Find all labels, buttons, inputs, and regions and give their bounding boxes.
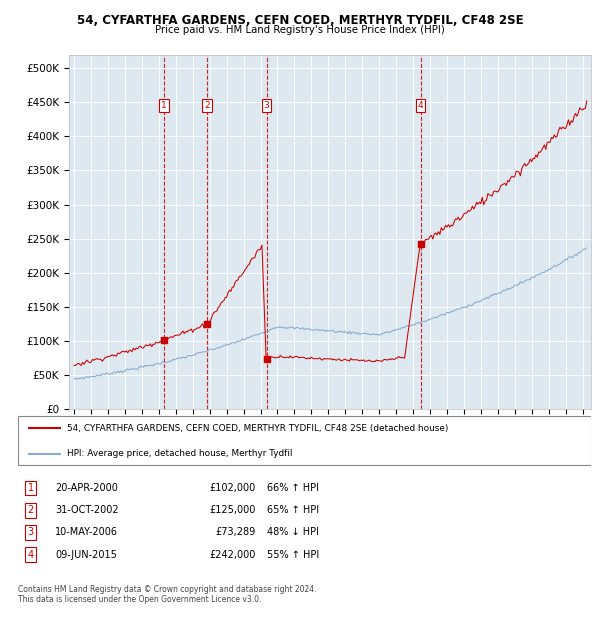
Text: 54, CYFARTHFA GARDENS, CEFN COED, MERTHYR TYDFIL, CF48 2SE: 54, CYFARTHFA GARDENS, CEFN COED, MERTHY… xyxy=(77,14,523,27)
Text: 3: 3 xyxy=(264,101,269,110)
Text: 09-JUN-2015: 09-JUN-2015 xyxy=(55,549,117,560)
FancyBboxPatch shape xyxy=(18,417,591,465)
Text: 20-APR-2000: 20-APR-2000 xyxy=(55,483,118,494)
Text: £125,000: £125,000 xyxy=(209,505,256,515)
Text: 31-OCT-2002: 31-OCT-2002 xyxy=(55,505,119,515)
Text: 55% ↑ HPI: 55% ↑ HPI xyxy=(267,549,320,560)
Text: 1: 1 xyxy=(28,483,34,494)
Text: 10-MAY-2006: 10-MAY-2006 xyxy=(55,528,118,538)
Text: £242,000: £242,000 xyxy=(209,549,256,560)
Text: 54, CYFARTHFA GARDENS, CEFN COED, MERTHYR TYDFIL, CF48 2SE (detached house): 54, CYFARTHFA GARDENS, CEFN COED, MERTHY… xyxy=(67,423,448,433)
Text: 48% ↓ HPI: 48% ↓ HPI xyxy=(267,528,319,538)
Text: 1: 1 xyxy=(161,101,167,110)
Text: 4: 4 xyxy=(418,101,424,110)
Text: HPI: Average price, detached house, Merthyr Tydfil: HPI: Average price, detached house, Mert… xyxy=(67,449,292,458)
Text: 2: 2 xyxy=(204,101,209,110)
Text: This data is licensed under the Open Government Licence v3.0.: This data is licensed under the Open Gov… xyxy=(18,595,262,604)
Text: 4: 4 xyxy=(28,549,34,560)
Text: 3: 3 xyxy=(28,528,34,538)
Text: 66% ↑ HPI: 66% ↑ HPI xyxy=(267,483,319,494)
Text: 65% ↑ HPI: 65% ↑ HPI xyxy=(267,505,319,515)
Text: £73,289: £73,289 xyxy=(215,528,256,538)
Text: 2: 2 xyxy=(28,505,34,515)
Text: Contains HM Land Registry data © Crown copyright and database right 2024.: Contains HM Land Registry data © Crown c… xyxy=(18,585,317,594)
Text: £102,000: £102,000 xyxy=(209,483,256,494)
Text: Price paid vs. HM Land Registry's House Price Index (HPI): Price paid vs. HM Land Registry's House … xyxy=(155,25,445,35)
